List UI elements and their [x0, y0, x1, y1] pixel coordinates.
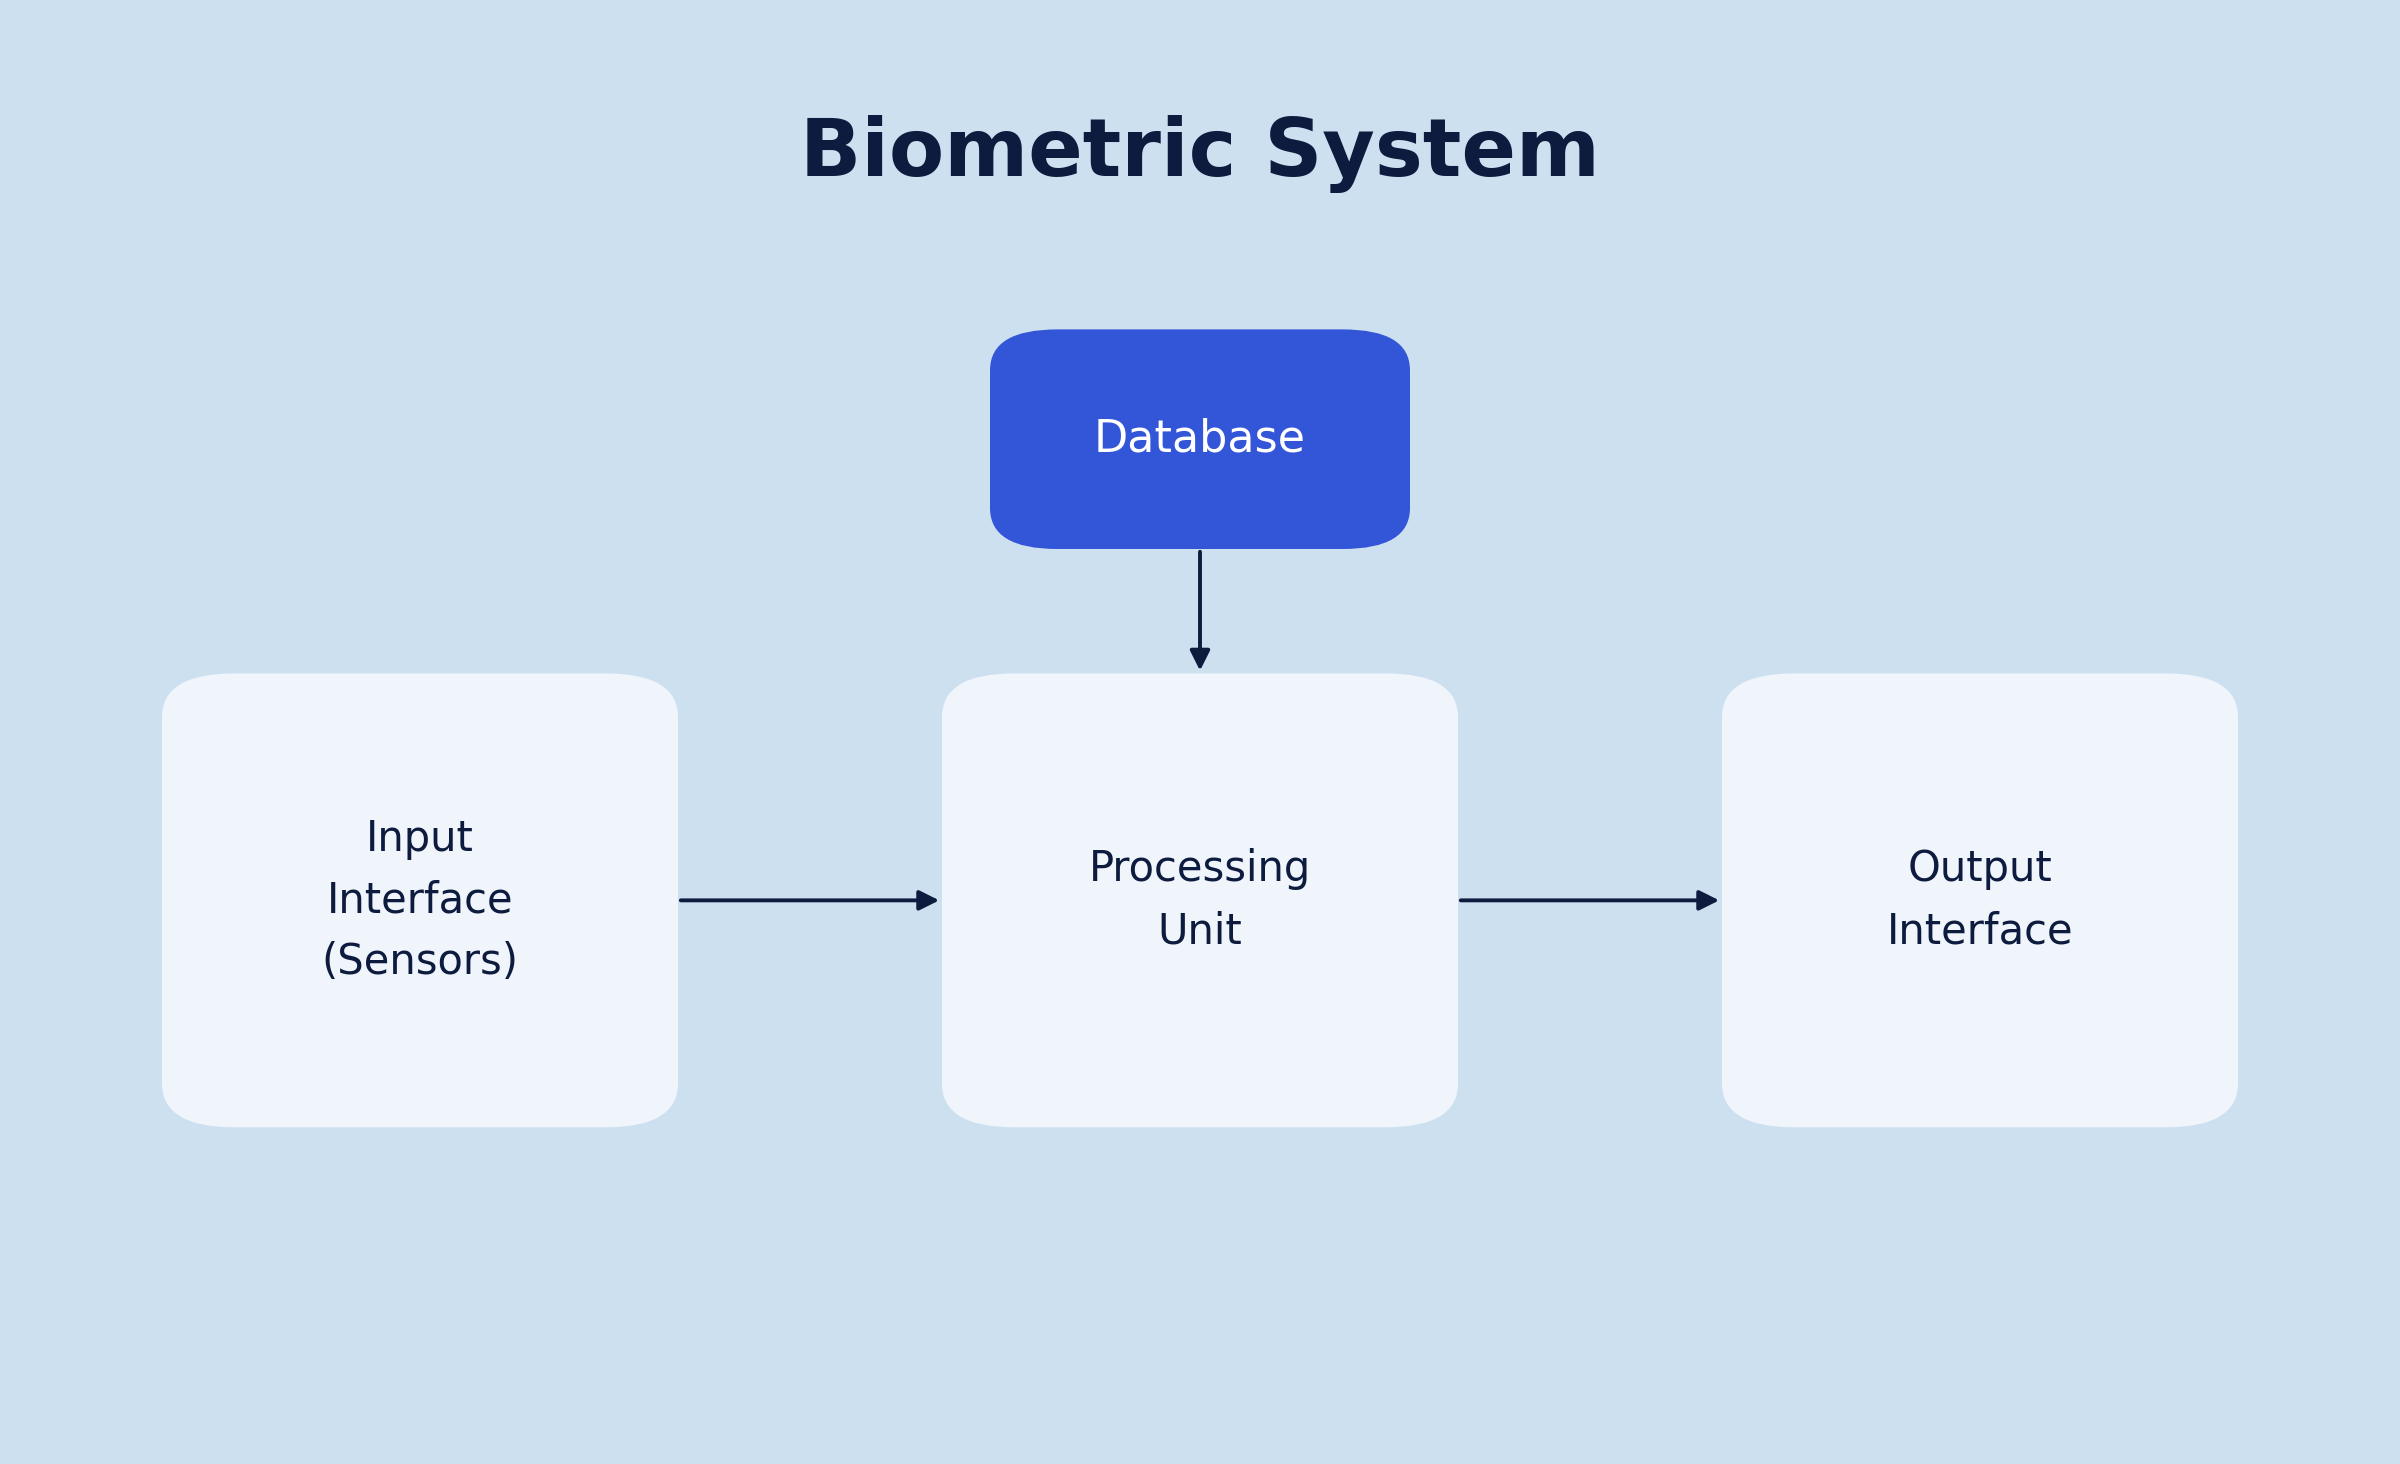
Text: Database: Database: [1094, 417, 1306, 461]
FancyBboxPatch shape: [161, 673, 677, 1127]
Text: Processing
Unit: Processing Unit: [1090, 849, 1310, 952]
Text: Input
Interface
(Sensors): Input Interface (Sensors): [322, 817, 518, 984]
FancyBboxPatch shape: [1721, 673, 2237, 1127]
FancyBboxPatch shape: [941, 673, 1459, 1127]
Text: Output
Interface: Output Interface: [1886, 849, 2074, 952]
FancyBboxPatch shape: [991, 329, 1409, 549]
Text: Biometric System: Biometric System: [799, 114, 1601, 193]
